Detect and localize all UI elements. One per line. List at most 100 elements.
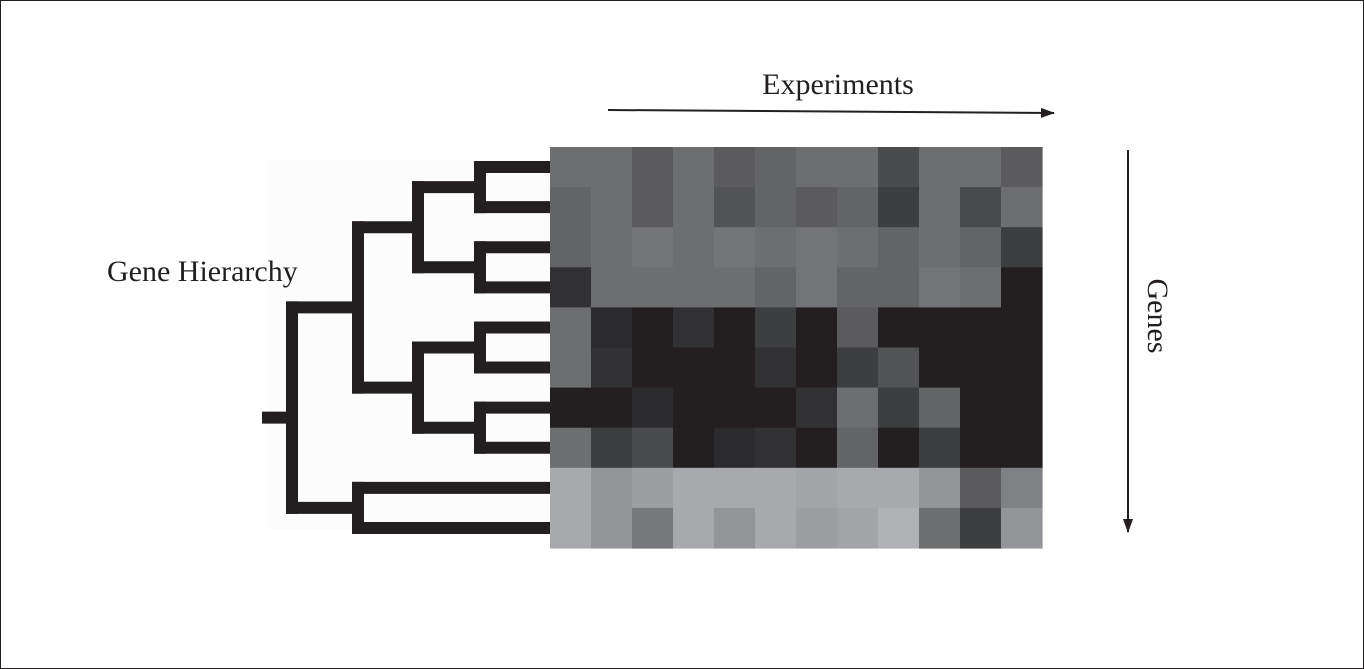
heatmap-cell-r1-c11	[1001, 187, 1043, 228]
heatmap-cell-r4-c7	[837, 307, 879, 349]
experiments-arrow	[607, 107, 1055, 118]
heatmap-cell-r6-c0	[550, 387, 592, 429]
heatmap-cell-r1-c0	[550, 187, 592, 228]
heatmap-cell-r4-c0	[550, 307, 592, 349]
heatmap-cell-r5-c9	[919, 347, 961, 389]
heatmap-cell-r3-c0	[550, 267, 592, 308]
heatmap-cell-r7-c4	[714, 427, 756, 469]
heatmap-cell-r2-c6	[796, 227, 838, 268]
heatmap-cell-r6-c1	[591, 387, 633, 429]
heatmap-cell-r8-c11	[1001, 467, 1043, 509]
heatmap-cell-r7-c7	[837, 427, 879, 469]
heatmap-cell-r1-c8	[878, 187, 920, 228]
heatmap-cell-r0-c10	[960, 147, 1002, 188]
heatmap-cell-r7-c8	[878, 427, 920, 469]
heatmap-cell-r2-c0	[550, 227, 592, 268]
expression-heatmap	[550, 147, 1043, 549]
heatmap-cell-r3-c9	[919, 267, 961, 308]
heatmap-cell-r9-c6	[796, 507, 838, 549]
heatmap-cell-r5-c2	[632, 347, 674, 389]
heatmap-cell-r6-c5	[755, 387, 797, 429]
heatmap-cell-r8-c7	[837, 467, 879, 509]
heatmap-cell-r8-c0	[550, 467, 592, 509]
heatmap-cell-r2-c7	[837, 227, 879, 268]
heatmap-cell-r3-c7	[837, 267, 879, 308]
heatmap-cell-r6-c4	[714, 387, 756, 429]
heatmap-cell-r4-c11	[1001, 307, 1043, 349]
heatmap-cell-r9-c0	[550, 507, 592, 549]
heatmap-cell-r3-c10	[960, 267, 1002, 308]
heatmap-cell-r8-c4	[714, 467, 756, 509]
heatmap-cell-r3-c8	[878, 267, 920, 308]
heatmap-cell-r0-c8	[878, 147, 920, 188]
heatmap-cell-r0-c11	[1001, 147, 1043, 188]
heatmap-cell-r4-c6	[796, 307, 838, 349]
heatmap-cell-r2-c4	[714, 227, 756, 268]
heatmap-cell-r1-c6	[796, 187, 838, 228]
heatmap-cell-r7-c9	[919, 427, 961, 469]
heatmap-cell-r0-c9	[919, 147, 961, 188]
heatmap-cell-r6-c8	[878, 387, 920, 429]
heatmap-cell-r2-c1	[591, 227, 633, 268]
heatmap-cell-r4-c5	[755, 307, 797, 349]
heatmap-cell-r0-c1	[591, 147, 633, 188]
heatmap-cell-r5-c4	[714, 347, 756, 389]
experiments-label: Experiments	[762, 68, 914, 101]
heatmap-cell-r8-c2	[632, 467, 674, 509]
heatmap-cell-r3-c2	[632, 267, 674, 308]
heatmap-cell-r9-c5	[755, 507, 797, 549]
heatmap-cell-r7-c5	[755, 427, 797, 469]
heatmap-cell-r3-c11	[1001, 267, 1043, 308]
heatmap-cell-r5-c7	[837, 347, 879, 389]
heatmap-cell-r7-c0	[550, 427, 592, 469]
heatmap-cell-r1-c3	[673, 187, 715, 228]
heatmap-cell-r7-c1	[591, 427, 633, 469]
heatmap-cell-r9-c11	[1001, 507, 1043, 549]
heatmap-cell-r5-c0	[550, 347, 592, 389]
heatmap-cell-r4-c3	[673, 307, 715, 349]
heatmap-cell-r7-c6	[796, 427, 838, 469]
heatmap-cell-r5-c6	[796, 347, 838, 389]
heatmap-cell-r8-c9	[919, 467, 961, 509]
heatmap-cell-r4-c8	[878, 307, 920, 349]
heatmap-cell-r6-c10	[960, 387, 1002, 429]
heatmap-cell-r4-c4	[714, 307, 756, 349]
heatmap-cell-r6-c11	[1001, 387, 1043, 429]
heatmap-cell-r9-c4	[714, 507, 756, 549]
heatmap-cell-r0-c5	[755, 147, 797, 188]
heatmap-cell-r2-c5	[755, 227, 797, 268]
heatmap-cell-r2-c3	[673, 227, 715, 268]
heatmap-cell-r3-c1	[591, 267, 633, 308]
heatmap-cell-r0-c0	[550, 147, 592, 188]
heatmap-cell-r9-c8	[878, 507, 920, 549]
heatmap-cell-r8-c8	[878, 467, 920, 509]
heatmap-cell-r5-c3	[673, 347, 715, 389]
heatmap-cell-r0-c7	[837, 147, 879, 188]
heatmap-cell-r3-c5	[755, 267, 797, 308]
heatmap-cell-r0-c3	[673, 147, 715, 188]
genes-label: Genes	[1141, 279, 1174, 354]
heatmap-cell-r0-c2	[632, 147, 674, 188]
heatmap-cell-r2-c10	[960, 227, 1002, 268]
heatmap-cell-r2-c11	[1001, 227, 1043, 268]
heatmap-cell-r4-c9	[919, 307, 961, 349]
heatmap-cell-r1-c1	[591, 187, 633, 228]
heatmap-cell-r7-c3	[673, 427, 715, 469]
heatmap-cell-r6-c6	[796, 387, 838, 429]
heatmap-cell-r9-c3	[673, 507, 715, 549]
heatmap-cell-r4-c10	[960, 307, 1002, 349]
heatmap-cell-r3-c4	[714, 267, 756, 308]
heatmap-cell-r5-c8	[878, 347, 920, 389]
heatmap-cell-r6-c2	[632, 387, 674, 429]
heatmap-cell-r1-c5	[755, 187, 797, 228]
heatmap-cell-r9-c9	[919, 507, 961, 549]
heatmap-cell-r4-c2	[632, 307, 674, 349]
heatmap-cell-r9-c10	[960, 507, 1002, 549]
heatmap-cell-r1-c4	[714, 187, 756, 228]
heatmap-cell-r7-c10	[960, 427, 1002, 469]
heatmap-cell-r8-c5	[755, 467, 797, 509]
heatmap-cell-r9-c1	[591, 507, 633, 549]
heatmap-cell-r3-c6	[796, 267, 838, 308]
heatmap-cell-r5-c10	[960, 347, 1002, 389]
